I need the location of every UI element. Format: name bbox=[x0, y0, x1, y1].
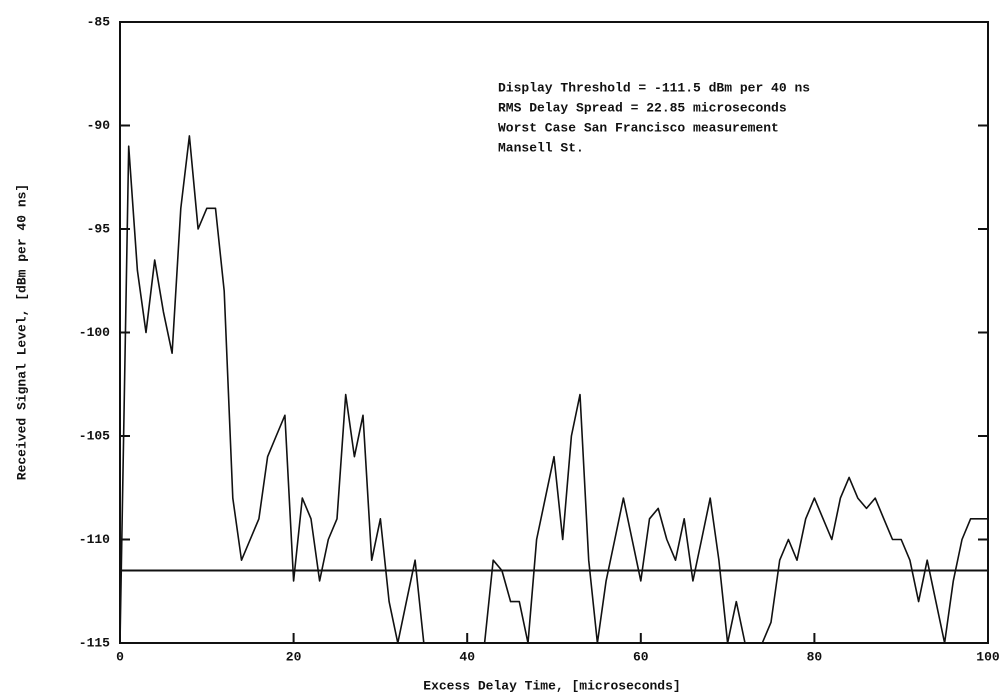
annotation: Mansell St. bbox=[498, 140, 584, 155]
y-tick-label: -95 bbox=[87, 221, 111, 236]
x-axis-label: Excess Delay Time, [microseconds] bbox=[423, 678, 680, 693]
x-tick-label: 60 bbox=[633, 649, 649, 664]
x-tick-label: 40 bbox=[459, 649, 475, 664]
annotation: Display Threshold = -111.5 dBm per 40 ns bbox=[498, 80, 810, 95]
y-axis-label: Received Signal Level, [dBm per 40 ns] bbox=[14, 184, 29, 480]
y-tick-label: -90 bbox=[87, 118, 111, 133]
x-tick-label: 20 bbox=[286, 649, 302, 664]
signal-line bbox=[119, 135, 988, 644]
x-tick-label: 100 bbox=[976, 649, 1000, 664]
annotation: Worst Case San Francisco measurement bbox=[498, 120, 779, 135]
y-tick-label: -100 bbox=[79, 325, 110, 340]
y-tick-label: -115 bbox=[79, 635, 110, 650]
x-tick-label: 80 bbox=[807, 649, 823, 664]
y-tick-label: -85 bbox=[87, 14, 111, 29]
y-tick-label: -105 bbox=[79, 428, 110, 443]
y-tick-label: -110 bbox=[79, 532, 110, 547]
annotation: RMS Delay Spread = 22.85 microseconds bbox=[498, 100, 787, 115]
x-tick-label: 0 bbox=[116, 649, 124, 664]
